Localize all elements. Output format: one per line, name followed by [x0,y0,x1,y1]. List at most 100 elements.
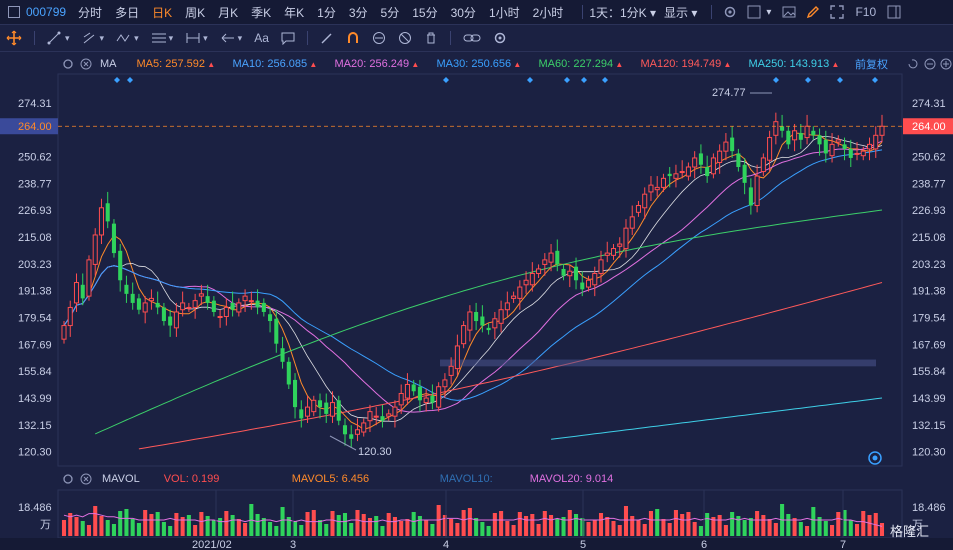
brush-icon[interactable] [320,31,334,45]
volume-bar [467,508,472,536]
link-icon[interactable] [463,31,481,45]
candle-body [367,411,373,422]
tab-2[interactable]: 日K [152,5,173,20]
range-tool-icon[interactable]: ▾ [185,31,208,45]
trash-icon[interactable] [424,31,438,45]
volume-bar [717,515,722,536]
image-icon[interactable] [782,5,796,19]
text-tool-button[interactable]: Aa [254,31,269,45]
magnet-icon[interactable] [346,31,360,45]
close-icon[interactable] [80,473,92,485]
close-icon[interactable] [80,58,92,70]
event-marker-7 [773,77,779,83]
candle [392,400,398,428]
candle-body [317,400,323,408]
volume-bar [130,519,135,536]
f10-button[interactable]: F10 [855,5,877,19]
wave-tool-icon[interactable]: ▾ [116,31,139,45]
pencil-icon[interactable] [806,5,820,19]
undo-icon[interactable] [906,58,918,70]
volume-bar [823,521,828,536]
stock-code[interactable]: 000799 [26,5,67,19]
tab-11[interactable]: 30分 [450,5,476,20]
arrow-tool-icon[interactable]: ▾ [220,31,242,45]
tab-0[interactable]: 分时 [78,5,103,20]
price-tick-right-10: 155.84 [18,366,52,378]
candle [842,137,847,161]
candle [261,298,266,317]
price-tick-right-0: 274.31 [18,98,52,110]
candle-body [373,415,379,418]
candle-body [286,361,291,385]
time-tick-3: 5 [580,539,586,550]
tab-5[interactable]: 季K [251,5,272,20]
tab-8[interactable]: 3分 [348,5,368,20]
candle-body [692,157,698,168]
volume-bar [673,510,678,536]
tab-7[interactable]: 1分 [317,5,336,20]
zoom-out-icon[interactable] [924,58,936,70]
gear-icon[interactable] [723,5,737,19]
volume-bar [648,511,653,536]
lock-icon[interactable] [372,31,386,45]
display-dropdown[interactable]: 显示 ▾ [664,5,698,20]
tab-9[interactable]: 5分 [380,5,400,20]
ma-legend: MA MA5: 257.592 ▲ MA10: 256.085 ▲ MA20: 25… [0,55,953,73]
fib-tool-icon[interactable]: ▾ [151,31,173,45]
time-axis: 2021/02 3 4 5 6 7 [192,490,846,550]
hide-icon[interactable] [398,31,412,45]
channel-tool-icon[interactable]: ▾ [82,31,104,45]
tab-4[interactable]: 月K [218,5,239,20]
candle [717,144,723,174]
tab-10[interactable]: 15分 [412,5,438,20]
period-dropdown[interactable]: 1天：1分K ▾ [589,5,657,20]
candle-body [760,157,766,173]
candle-body [242,295,248,302]
ma-legend-item-0: MA5: 257.592 ▲ [136,58,216,70]
candle [118,244,123,292]
panel-icon[interactable] [887,5,901,19]
candle-body [792,130,798,141]
restore-dropdown[interactable]: 前复权 [855,59,888,71]
volume-bar [549,515,554,536]
tab-13[interactable]: 2小时 [532,5,564,20]
comment-icon[interactable] [281,31,295,45]
candle [498,300,504,333]
checkbox-icon[interactable] [747,5,761,19]
candle-body [168,316,173,326]
price-tick-right-13: 120.30 [18,447,52,459]
volume-bar [399,521,404,536]
gear-icon[interactable] [62,473,74,485]
volume-axis-top-left: 18.486 [18,502,52,514]
zoom-in-icon[interactable] [940,58,952,70]
candle-body [336,400,341,421]
candle [130,282,135,310]
settings-icon[interactable] [493,31,507,45]
ma60-line [94,209,883,435]
line-tool-icon[interactable]: ▾ [47,31,70,45]
volume-bar [524,516,529,536]
price-tick-left-13: 120.30 [912,447,946,459]
tab-6[interactable]: 年K [284,5,305,20]
candle [342,418,348,446]
volume-bar [268,522,273,536]
candle [124,275,129,303]
tab-1[interactable]: 多日 [115,5,140,20]
current-price-box-right [903,118,953,135]
candle [411,379,416,396]
volume-bar [830,525,835,536]
crosshair-icon[interactable] [6,30,22,46]
candle [430,384,435,410]
volume-bar [80,521,85,536]
candle [423,388,429,412]
candle-body [529,272,535,286]
gear-icon[interactable] [62,58,74,70]
sidebar-toggle-icon[interactable] [8,6,20,18]
volume-bar [530,514,535,536]
candle [448,357,454,385]
tab-3[interactable]: 周K [185,5,206,20]
tab-12[interactable]: 1小时 [488,5,520,20]
fullscreen-icon[interactable] [830,5,845,19]
candle [148,289,154,310]
